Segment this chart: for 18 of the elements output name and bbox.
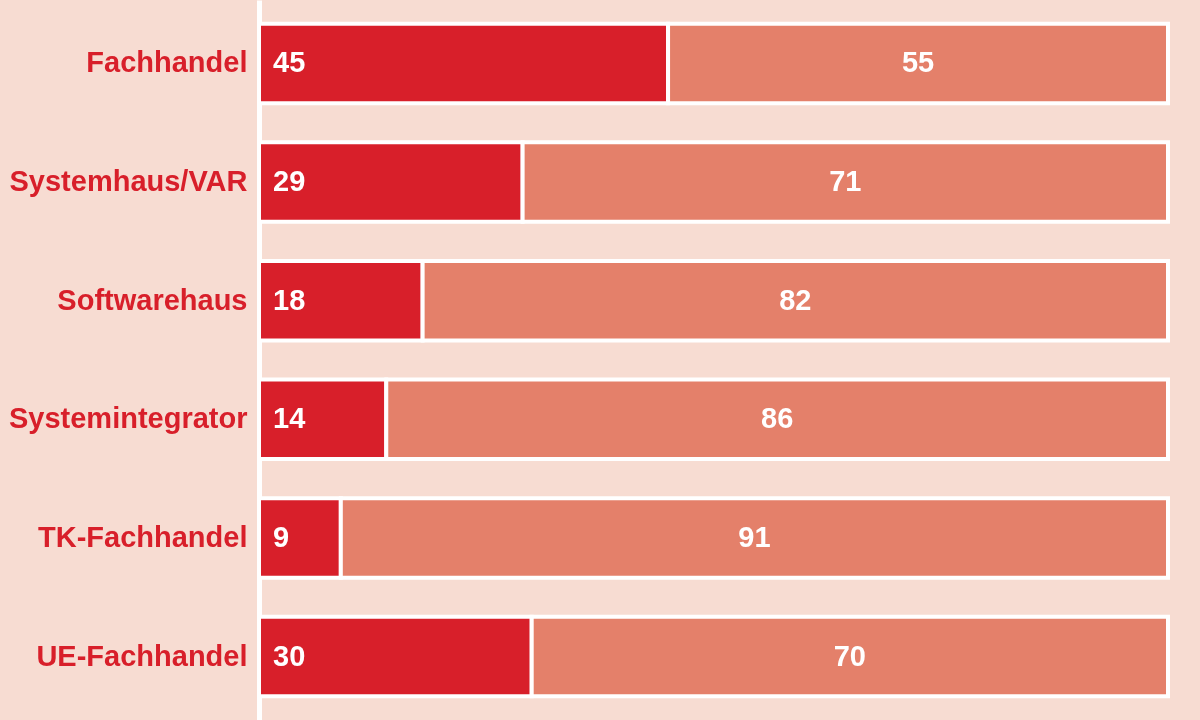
y-tick-label: UE-Fachhandel (36, 639, 248, 672)
y-tick-label: Systemhaus/VAR (9, 165, 248, 198)
data-label: 30 (273, 639, 306, 672)
data-label: 86 (761, 402, 794, 435)
data-label: 71 (829, 165, 862, 198)
data-label: 14 (273, 402, 306, 435)
y-tick-label: Systemintegrator (8, 402, 248, 435)
data-label: 18 (273, 283, 306, 316)
y-tick-label: Softwarehaus (57, 283, 248, 316)
data-label: 91 (738, 520, 771, 553)
data-label: 45 (273, 46, 306, 79)
y-tick-label: TK-Fachhandel (38, 520, 248, 553)
data-label: 9 (273, 520, 290, 553)
data-label: 55 (901, 46, 935, 79)
data-label: 29 (273, 165, 306, 198)
y-tick-label: Fachhandel (86, 46, 248, 79)
data-label: 82 (779, 283, 812, 316)
data-label: 70 (833, 639, 866, 672)
